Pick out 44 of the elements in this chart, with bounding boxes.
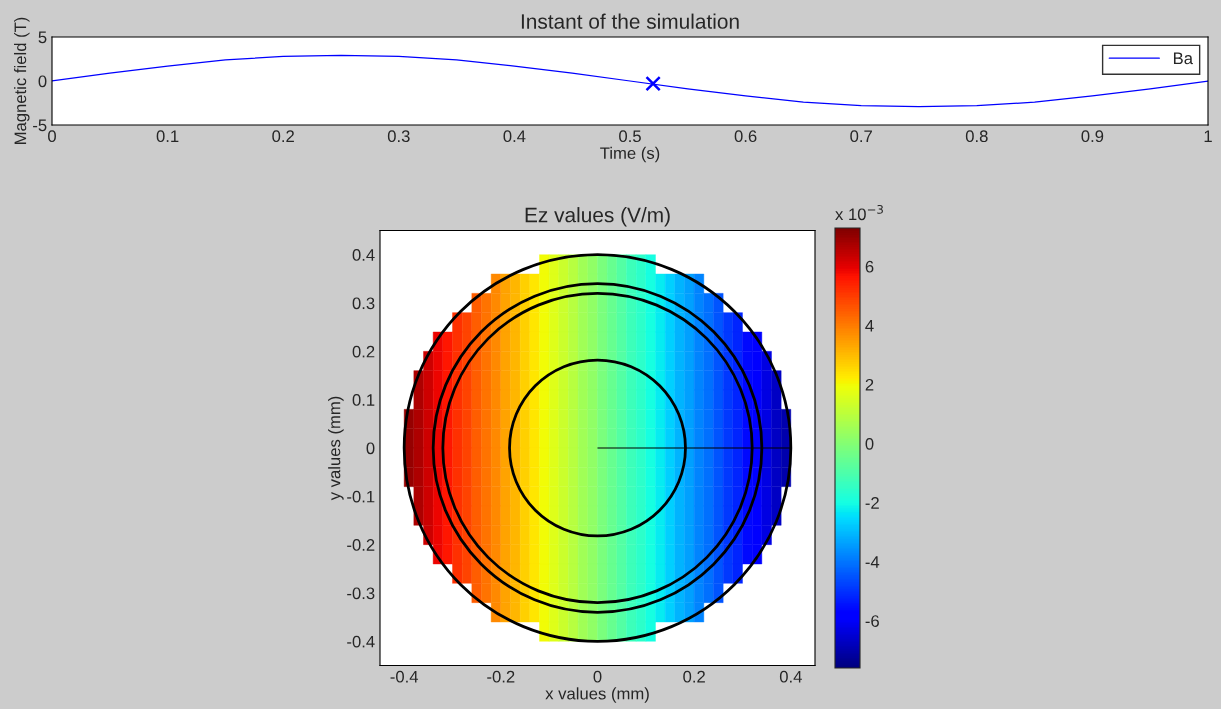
x-tick-label: 0.3 — [387, 130, 410, 143]
x-tick-label: 0.8 — [965, 130, 988, 143]
color-bar-label: -4 — [865, 556, 880, 568]
legend-label: Ba — [1173, 52, 1193, 65]
x-tick-label: 0.5 — [619, 130, 641, 143]
chart-title: Ez values (V/m) — [525, 207, 670, 227]
y-tick-label: -0.2 — [347, 539, 375, 551]
color-bar-label: -2 — [865, 497, 879, 509]
x-tick-label: 0.1 — [156, 130, 179, 143]
color-bar-label: -6 — [865, 615, 879, 627]
color-bar-label: 6 — [865, 260, 874, 273]
x-axis-title: Time (s) — [600, 146, 660, 163]
y-axis-title: Magnetic field (T) — [14, 17, 30, 144]
x-tick-label: 0.4 — [779, 670, 802, 683]
y-tick-label: 0.4 — [352, 249, 375, 261]
x-axis-title: x values (mm) — [545, 687, 649, 703]
y-tick-label: -5 — [33, 119, 47, 132]
y-tick-label: 0.1 — [352, 394, 375, 406]
x-tick-label: 1 — [1204, 130, 1212, 142]
x-tick-label: -0.2 — [487, 670, 515, 683]
color-bar-title: x 10$^{−3}$ — [835, 204, 883, 221]
x-tick-label: 0.7 — [850, 130, 872, 143]
x-tick-label: 0.9 — [1081, 130, 1104, 143]
y-tick-label: 5 — [38, 31, 47, 44]
chart-title: Instant of the simulation — [521, 13, 739, 29]
x-tick-label: 0.2 — [683, 670, 705, 683]
y-tick-label: -0.1 — [347, 490, 375, 503]
color-bar-label: 2 — [865, 378, 874, 391]
y-tick-label: -0.3 — [347, 587, 375, 600]
x-tick-label: 0 — [48, 130, 56, 143]
line-series — [52, 54, 1208, 108]
y-tick-label: -0.4 — [347, 635, 375, 648]
color-bar-label: 0 — [865, 437, 874, 450]
y-tick-label: 0 — [38, 75, 47, 88]
x-tick-label: 0.6 — [734, 130, 757, 143]
x-tick-label: 0 — [593, 670, 602, 683]
x-tick-label: 0.4 — [503, 130, 526, 143]
y-axis-title: y values (mm) — [328, 396, 344, 501]
x-tick-label: -0.4 — [390, 670, 419, 683]
y-tick-label: 0 — [366, 442, 375, 455]
y-tick-label: 0.2 — [352, 345, 375, 358]
x-tick-label: 0.2 — [272, 130, 294, 143]
y-tick-label: 0.3 — [352, 297, 375, 310]
color-bar-label: 4 — [865, 320, 874, 332]
